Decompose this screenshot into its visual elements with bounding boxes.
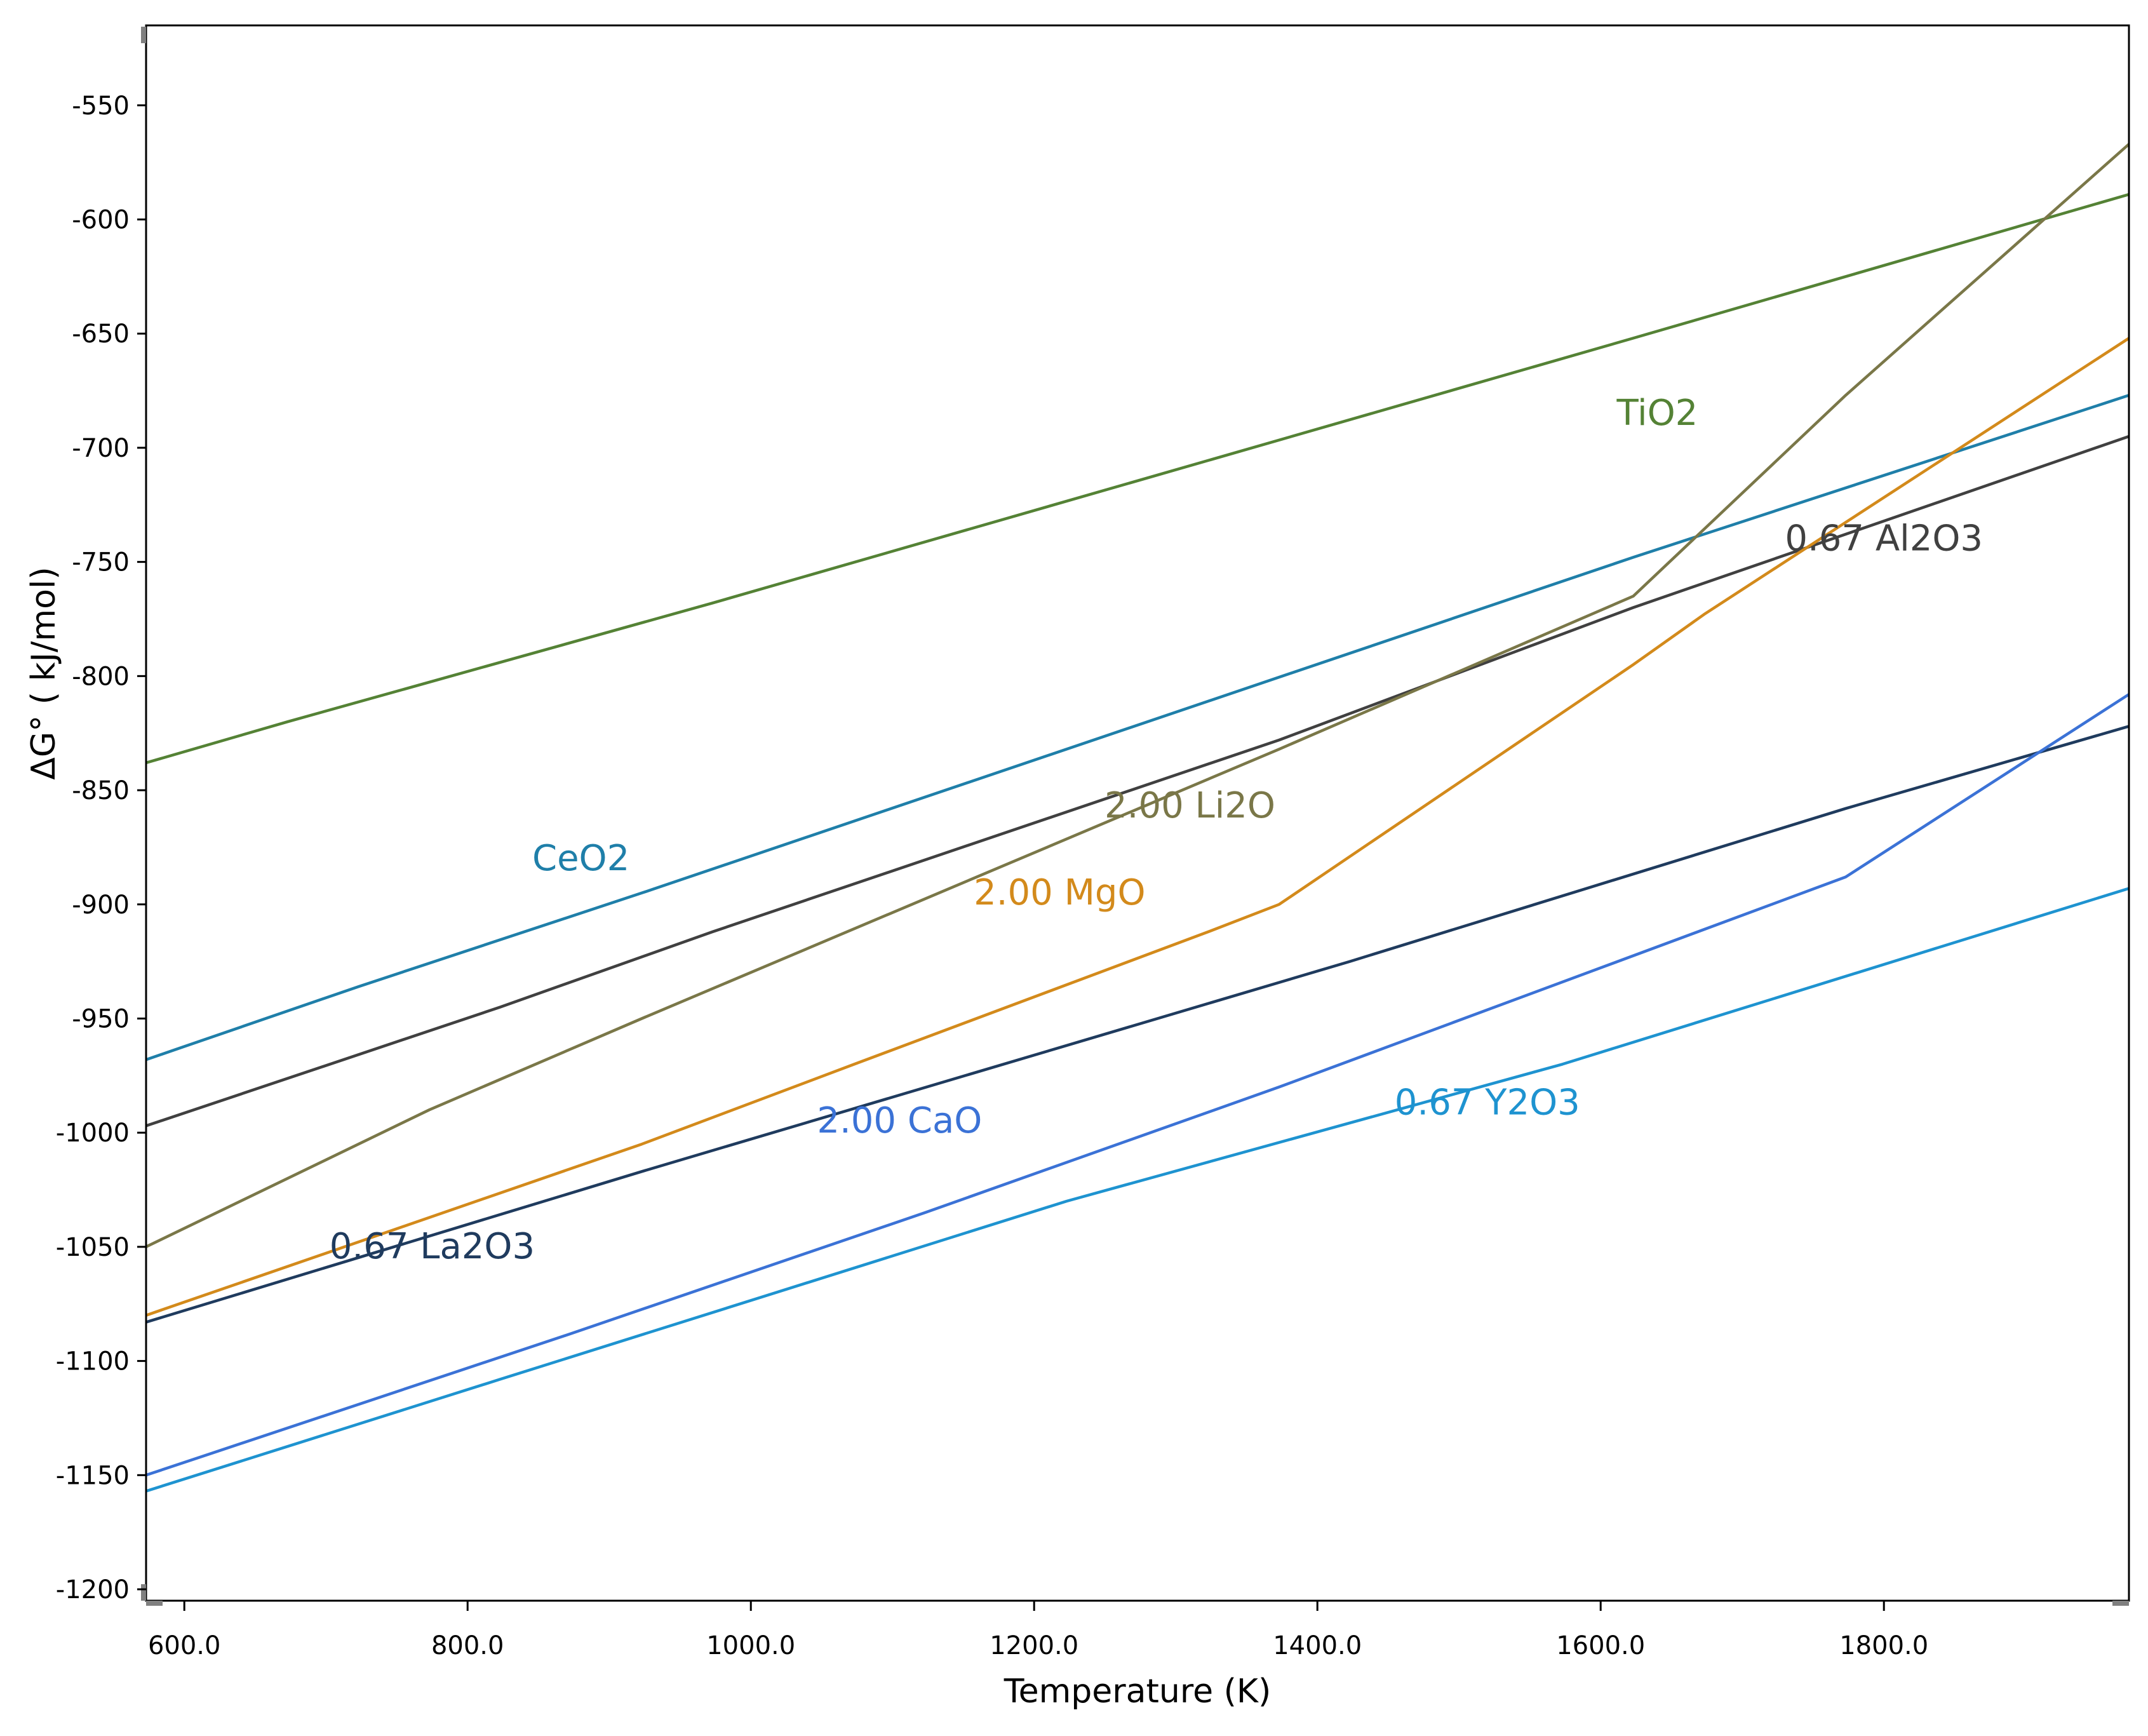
x-tick-label: 1600.0	[1556, 1631, 1645, 1660]
series-label-2-00-li2o: 2.00 Li2O	[1104, 785, 1275, 826]
y-tick-label: -650	[72, 320, 130, 349]
y-tick-label: -850	[72, 776, 130, 805]
x-axis-left-handle[interactable]	[146, 1601, 163, 1606]
y-axis-ticks: -550 -600 -650 -700 -750 -800 -850 -900 -950 -100…	[56, 91, 146, 1605]
y-tick-label: -950	[72, 1004, 130, 1033]
y-tick-label: -900	[72, 891, 130, 920]
series-line-tio2[interactable]	[146, 192, 2129, 765]
x-tick-label: 1800.0	[1839, 1631, 1928, 1660]
y-tick-label: -800	[72, 662, 130, 691]
y-tick-label: -600	[72, 206, 130, 235]
y-tick-label: -700	[72, 434, 130, 463]
series-label-2-00-mgo: 2.00 MgO	[974, 872, 1145, 913]
series-label-0-67-y2o3: 0.67 Y2O3	[1395, 1082, 1580, 1123]
y-axis-bottom-handle[interactable]	[141, 1584, 146, 1601]
y-tick-label: -1000	[56, 1119, 130, 1148]
x-tick-label: 1000.0	[706, 1631, 795, 1660]
series-line-2-00-li2o[interactable]	[146, 143, 2129, 1248]
series-label-ceo2: CeO2	[532, 838, 629, 879]
series-line-2-00-mgo[interactable]	[146, 337, 2129, 1317]
x-tick-label: 600.0	[148, 1631, 221, 1660]
x-tick-label: 800.0	[431, 1631, 504, 1660]
x-tick-label: 1400.0	[1273, 1631, 1362, 1660]
series-label-0-67-la2o3: 0.67 La2O3	[330, 1226, 535, 1267]
series-label-2-00-cao: 2.00 CaO	[817, 1100, 982, 1141]
series-label-tio2: TiO2	[1616, 393, 1698, 434]
series-labels: TiO2 CeO2 0.67 Al2O3 2.00 Li2O 2.00 MgO 0.67 …	[330, 393, 1983, 1267]
axis-scroll-handles[interactable]	[141, 27, 2129, 1606]
series-line-ceo2[interactable]	[146, 394, 2129, 1061]
y-tick-label: -1100	[56, 1347, 130, 1376]
series-line-0-67-al2o3[interactable]	[146, 434, 2129, 1127]
y-axis-top-handle[interactable]	[141, 27, 146, 43]
series-line-2-00-cao[interactable]	[146, 693, 2129, 1477]
y-axis-title: ΔG° ( kJ/mol)	[25, 567, 63, 779]
series-lines	[146, 143, 2129, 1493]
y-tick-label: -750	[72, 548, 130, 577]
y-tick-label: -550	[72, 91, 130, 121]
series-line-0-67-la2o3[interactable]	[146, 725, 2129, 1324]
x-axis-right-handle[interactable]	[2112, 1601, 2129, 1606]
series-line-0-67-y2o3[interactable]	[146, 887, 2129, 1493]
y-tick-label: -1200	[56, 1575, 130, 1605]
series-label-0-67-al2o3: 0.67 Al2O3	[1785, 518, 1983, 560]
x-axis-ticks: 600.0 800.0 1000.0 1200.0 1400.0 1600.0 1800.0	[148, 1601, 1928, 1660]
y-tick-label: -1150	[56, 1461, 130, 1490]
x-tick-label: 1200.0	[990, 1631, 1078, 1660]
y-tick-label: -1050	[56, 1233, 130, 1262]
plot-frame	[145, 24, 2130, 1602]
x-axis-title: Temperature (K)	[1004, 1672, 1272, 1711]
